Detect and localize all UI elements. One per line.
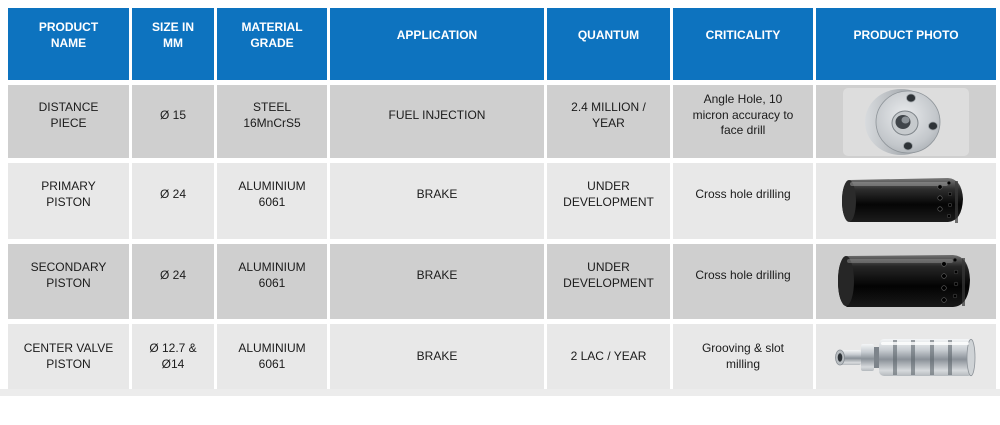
cell-application: FUEL INJECTION bbox=[330, 85, 544, 158]
secondary-piston-photo bbox=[838, 254, 970, 307]
cell-product-name: DISTANCE PIECE bbox=[8, 85, 129, 158]
cell-application: BRAKE bbox=[330, 324, 544, 389]
cell-application: BRAKE bbox=[330, 163, 544, 239]
cell-product-photo bbox=[816, 324, 996, 389]
cell-product-name: SECONDARY PISTON bbox=[8, 244, 129, 319]
header-product-name: PRODUCT NAME bbox=[8, 8, 129, 80]
cell-quantum: UNDER DEVELOPMENT bbox=[547, 163, 670, 239]
primary-piston-photo bbox=[842, 178, 963, 223]
cell-size-mm: Ø 12.7 & Ø14 bbox=[132, 324, 214, 389]
cell-material-grade: ALUMINIUM 6061 bbox=[217, 163, 327, 239]
cell-quantum: UNDER DEVELOPMENT bbox=[547, 244, 670, 319]
cell-application: BRAKE bbox=[330, 244, 544, 319]
header-material-grade: MATERIAL GRADE bbox=[217, 8, 327, 80]
header-quantum: QUANTUM bbox=[547, 8, 670, 80]
cell-product-photo bbox=[816, 85, 996, 158]
cell-product-name: CENTER VALVE PISTON bbox=[8, 324, 129, 389]
center-valve-piston-photo bbox=[835, 338, 976, 376]
cell-size-mm: Ø 15 bbox=[132, 85, 214, 158]
cell-criticality: Grooving & slot milling bbox=[673, 324, 813, 389]
cell-quantum: 2.4 MILLION / YEAR bbox=[547, 85, 670, 158]
cell-product-photo bbox=[816, 163, 996, 239]
cell-criticality: Angle Hole, 10 micron accuracy to face d… bbox=[673, 85, 813, 158]
header-application: APPLICATION bbox=[330, 8, 544, 80]
header-size-in-mm: SIZE IN MM bbox=[132, 8, 214, 80]
product-table: PRODUCT NAME SIZE IN MM MATERIAL GRADE A… bbox=[8, 8, 996, 389]
cell-criticality: Cross hole drilling bbox=[673, 244, 813, 319]
footer-strip bbox=[0, 389, 1000, 396]
cell-size-mm: Ø 24 bbox=[132, 244, 214, 319]
distance-piece-photo bbox=[843, 87, 969, 156]
cell-material-grade: ALUMINIUM 6061 bbox=[217, 244, 327, 319]
cell-material-grade: ALUMINIUM 6061 bbox=[217, 324, 327, 389]
cell-product-photo bbox=[816, 244, 996, 319]
cell-criticality: Cross hole drilling bbox=[673, 163, 813, 239]
cell-product-name: PRIMARY PISTON bbox=[8, 163, 129, 239]
header-criticality: CRITICALITY bbox=[673, 8, 813, 80]
cell-size-mm: Ø 24 bbox=[132, 163, 214, 239]
header-product-photo: PRODUCT PHOTO bbox=[816, 8, 996, 80]
cell-material-grade: STEEL 16MnCrS5 bbox=[217, 85, 327, 158]
cell-quantum: 2 LAC / YEAR bbox=[547, 324, 670, 389]
